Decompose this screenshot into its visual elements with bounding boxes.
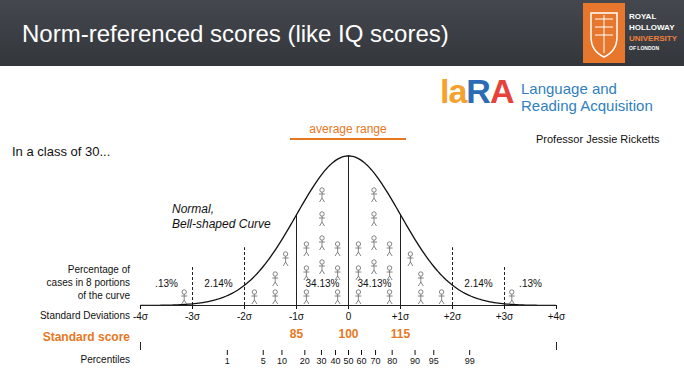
html-text:of the curve: of the curve [77, 290, 130, 301]
svg-text:50: 50 [343, 356, 353, 366]
svg-text:2.14%: 2.14% [204, 278, 232, 289]
html-text:OF LONDON: OF LONDON [629, 45, 659, 51]
html-text:HOLLOWAY: HOLLOWAY [629, 23, 675, 32]
svg-text:30: 30 [316, 356, 326, 366]
svg-text:95: 95 [429, 356, 439, 366]
html-text:Language and: Language and [521, 80, 617, 97]
html-text:In a class of 30...: In a class of 30... [12, 144, 111, 159]
html-text:Reading Acquisition: Reading Acquisition [521, 97, 653, 114]
svg-text:34.13%: 34.13% [306, 278, 340, 289]
svg-text:.13%: .13% [155, 278, 178, 289]
html-text:Standard score: Standard score [42, 330, 130, 344]
svg-text:.13%: .13% [519, 278, 542, 289]
svg-text:-2σ: -2σ [237, 311, 253, 322]
html-text:Percentage of: Percentage of [67, 264, 130, 275]
html-text:average range: average range [309, 122, 387, 136]
svg-text:99: 99 [465, 356, 475, 366]
html-text:Professor Jessie Ricketts: Professor Jessie Ricketts [536, 133, 660, 145]
svg-text:20: 20 [300, 356, 310, 366]
svg-text:5: 5 [261, 356, 266, 366]
svg-text:100: 100 [338, 327, 358, 341]
svg-text:+3σ: +3σ [496, 311, 514, 322]
html-text:la R A: la R A [440, 72, 514, 110]
svg-text:+4σ: +4σ [548, 311, 566, 322]
html-text:ROYAL: ROYAL [629, 12, 657, 21]
svg-text:-3σ: -3σ [185, 311, 201, 322]
svg-text:60: 60 [356, 356, 366, 366]
svg-text:115: 115 [391, 327, 411, 341]
svg-text:70: 70 [371, 356, 381, 366]
svg-text:+1σ: +1σ [392, 311, 410, 322]
html-text:Norm-referenced scores (like I: Norm-referenced scores (like IQ scores) [22, 20, 449, 47]
svg-text:80: 80 [387, 356, 397, 366]
svg-text:+2σ: +2σ [444, 311, 462, 322]
html-text:Standard Deviations: Standard Deviations [39, 310, 130, 321]
svg-text:0: 0 [346, 311, 352, 322]
svg-text:34.13%: 34.13% [358, 278, 392, 289]
html-text:Percentiles: Percentiles [80, 354, 130, 365]
svg-text:-1σ: -1σ [289, 311, 305, 322]
svg-text:85: 85 [290, 327, 304, 341]
svg-text:90: 90 [410, 356, 420, 366]
svg-text:2.14%: 2.14% [464, 278, 492, 289]
html-text:UNIVERSITY: UNIVERSITY [629, 34, 677, 43]
html-text:cases in 8 portions: cases in 8 portions [46, 277, 130, 288]
svg-text:10: 10 [277, 356, 287, 366]
html-text:Bell-shaped Curve: Bell-shaped Curve [172, 217, 271, 231]
svg-text:1: 1 [225, 356, 230, 366]
html-text:Normal,: Normal, [172, 202, 214, 216]
svg-text:-4σ: -4σ [133, 311, 149, 322]
svg-text:40: 40 [330, 356, 340, 366]
